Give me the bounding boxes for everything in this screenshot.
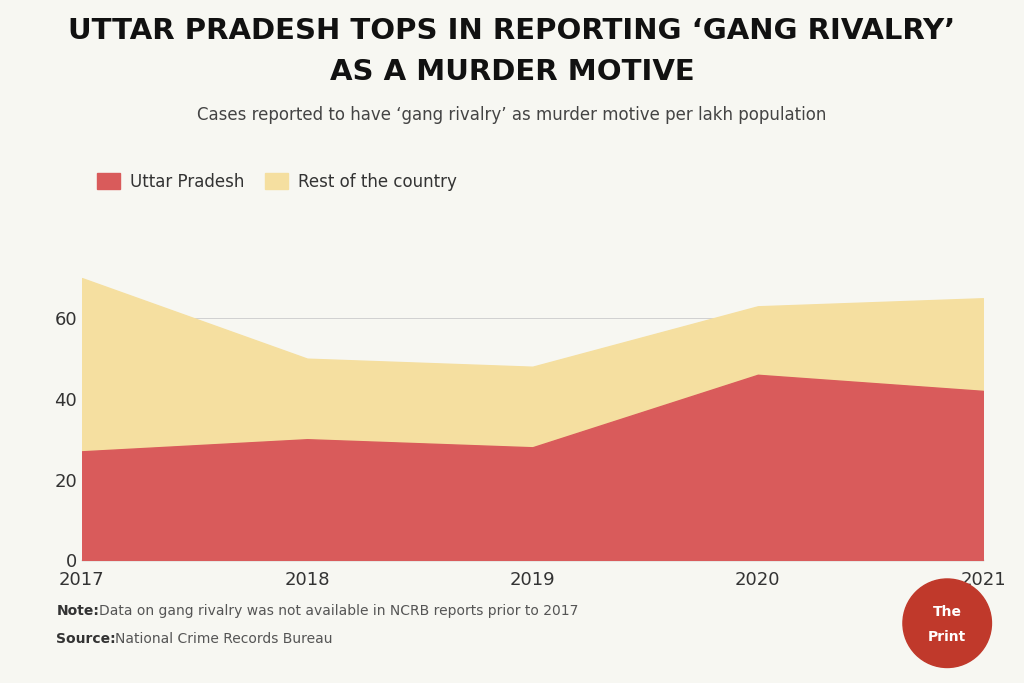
Circle shape bbox=[903, 579, 991, 667]
Text: Data on gang rivalry was not available in NCRB reports prior to 2017: Data on gang rivalry was not available i… bbox=[99, 604, 579, 618]
Text: AS A MURDER MOTIVE: AS A MURDER MOTIVE bbox=[330, 58, 694, 86]
Text: Print: Print bbox=[928, 630, 967, 644]
Text: Cases reported to have ‘gang rivalry’ as murder motive per lakh population: Cases reported to have ‘gang rivalry’ as… bbox=[198, 106, 826, 124]
Text: Note:: Note: bbox=[56, 604, 99, 618]
Text: The: The bbox=[933, 605, 962, 619]
Legend: Uttar Pradesh, Rest of the country: Uttar Pradesh, Rest of the country bbox=[90, 166, 464, 197]
Text: Source:: Source: bbox=[56, 632, 116, 645]
Text: UTTAR PRADESH TOPS IN REPORTING ‘GANG RIVALRY’: UTTAR PRADESH TOPS IN REPORTING ‘GANG RI… bbox=[69, 17, 955, 45]
Text: National Crime Records Bureau: National Crime Records Bureau bbox=[115, 632, 332, 645]
